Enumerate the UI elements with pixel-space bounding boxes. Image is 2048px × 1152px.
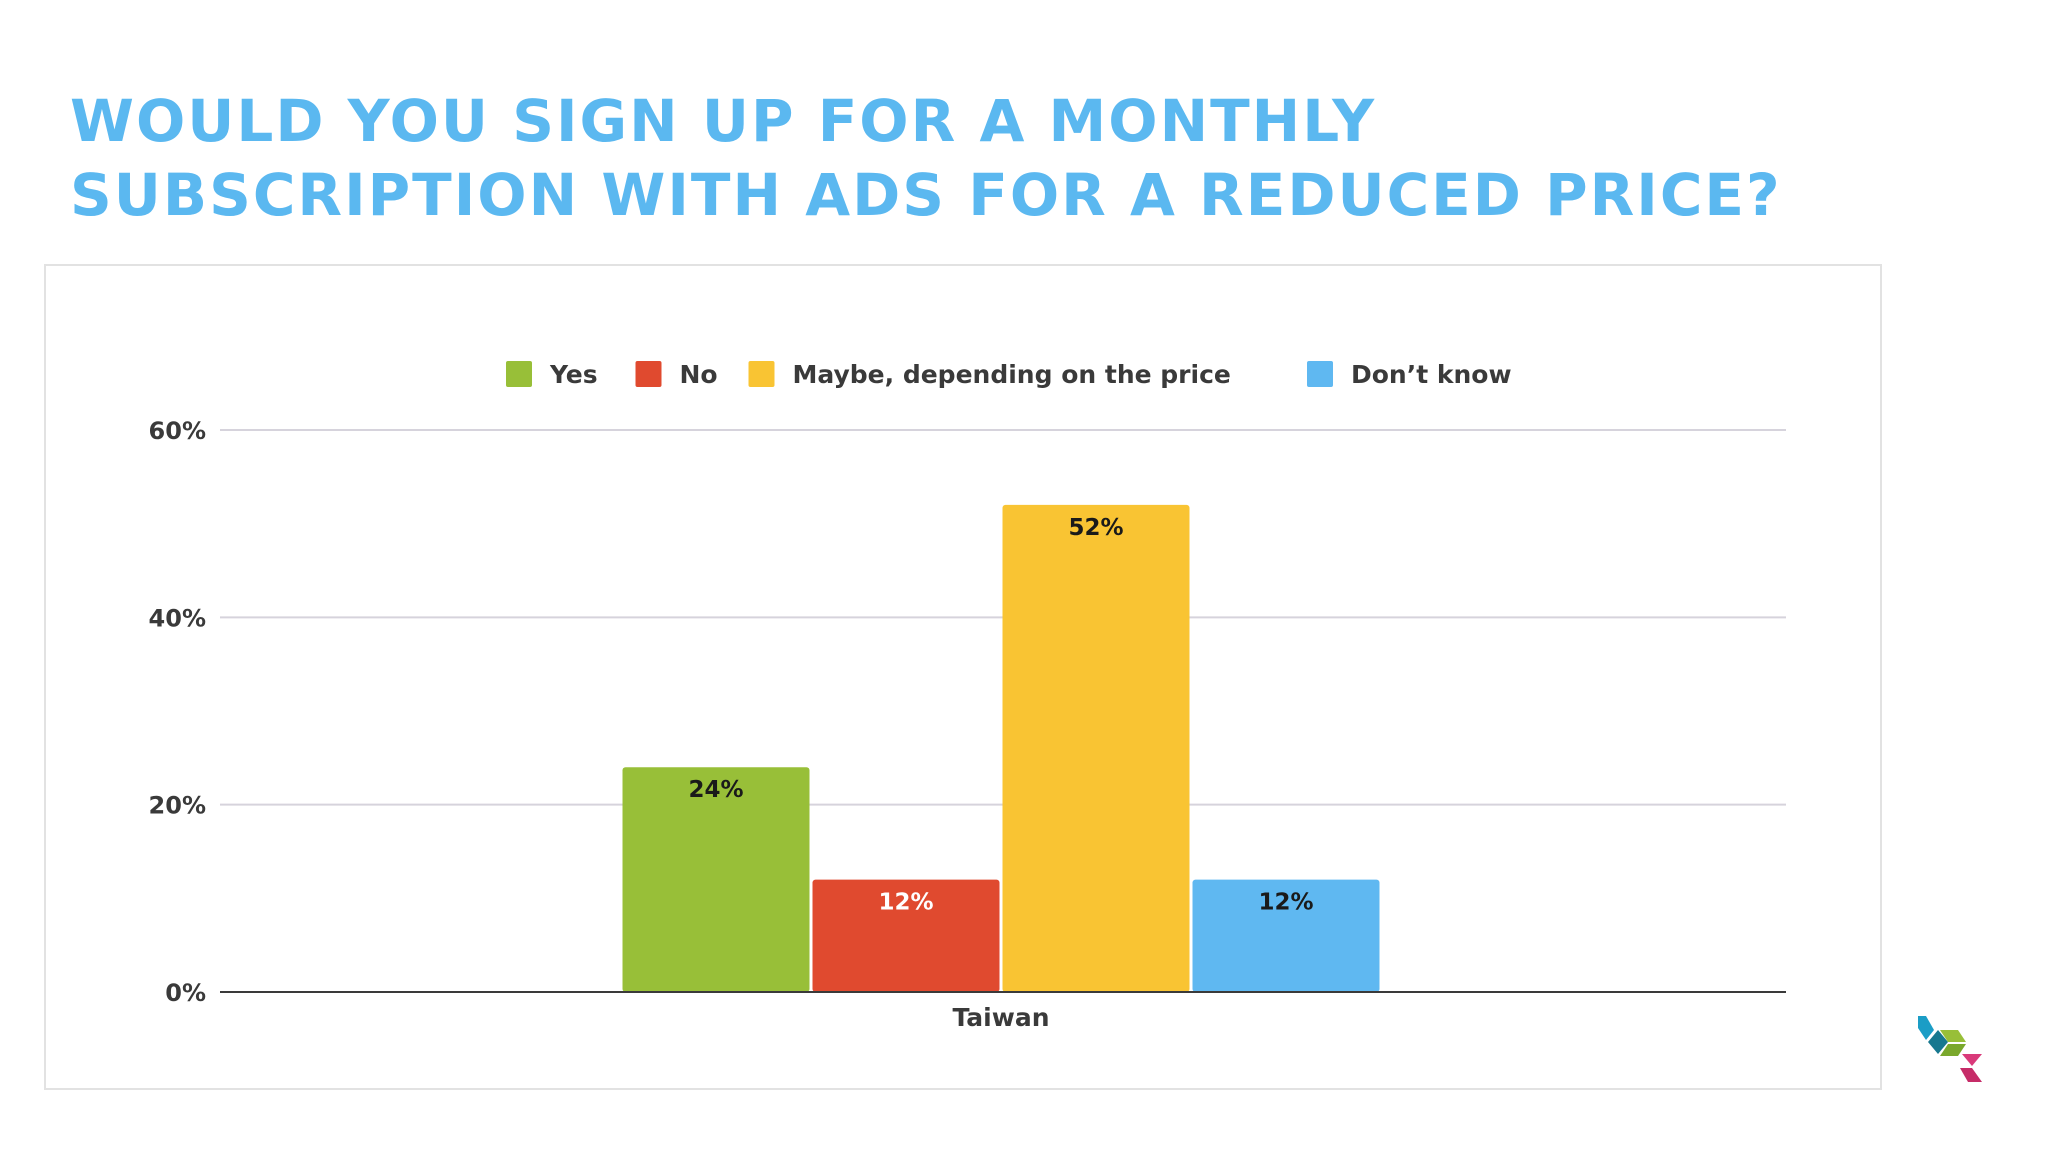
y-tick-label: 60%	[149, 417, 206, 445]
legend-swatch	[506, 361, 532, 387]
legend-label: Don’t know	[1351, 360, 1512, 389]
legend: Yes No Maybe, depending on the price Don’t …	[506, 360, 1512, 389]
legend-swatch	[635, 361, 662, 387]
data-label: 24%	[688, 777, 743, 803]
x-axis: Taiwan	[220, 991, 1786, 1032]
bar-maybe-depending-on-the-price	[1002, 504, 1190, 992]
y-tick-label: 0%	[165, 979, 206, 1007]
legend-label: No	[680, 360, 718, 389]
bar-chart: 0% 20% 40% 60% 24% 12% 52% 12% Taiwan Yes No May…	[149, 360, 1786, 1032]
y-tick-label: 40%	[149, 604, 206, 632]
bars	[622, 504, 1380, 992]
legend-label: Yes	[549, 360, 598, 389]
data-label: 12%	[878, 890, 933, 916]
y-tick-label: 20%	[149, 792, 206, 820]
x-tick-label: Taiwan	[952, 1003, 1049, 1032]
chart-container: 0% 20% 40% 60% 24% 12% 52% 12% Taiwan Yes No May…	[44, 264, 1882, 1090]
bar-yes	[622, 767, 810, 992]
legend-swatch	[1307, 361, 1333, 387]
legend-swatch	[748, 361, 775, 387]
data-label: 52%	[1068, 515, 1123, 541]
bar-don-t-know	[1192, 879, 1380, 992]
legend-label: Maybe, depending on the price	[793, 360, 1231, 389]
page-title: WOULD YOU SIGN UP FOR A MONTHLY SUBSCRIP…	[70, 84, 1782, 232]
title-line-1: WOULD YOU SIGN UP FOR A MONTHLY	[70, 87, 1377, 155]
bar-no	[812, 879, 1000, 992]
cube-logo-icon	[1918, 1016, 1982, 1082]
data-labels: 24% 12% 52% 12%	[688, 515, 1313, 916]
title-line-2: SUBSCRIPTION WITH ADS FOR A REDUCED PRIC…	[70, 161, 1782, 229]
y-axis-ticks: 0% 20% 40% 60%	[149, 417, 206, 1007]
data-label: 12%	[1258, 890, 1313, 916]
